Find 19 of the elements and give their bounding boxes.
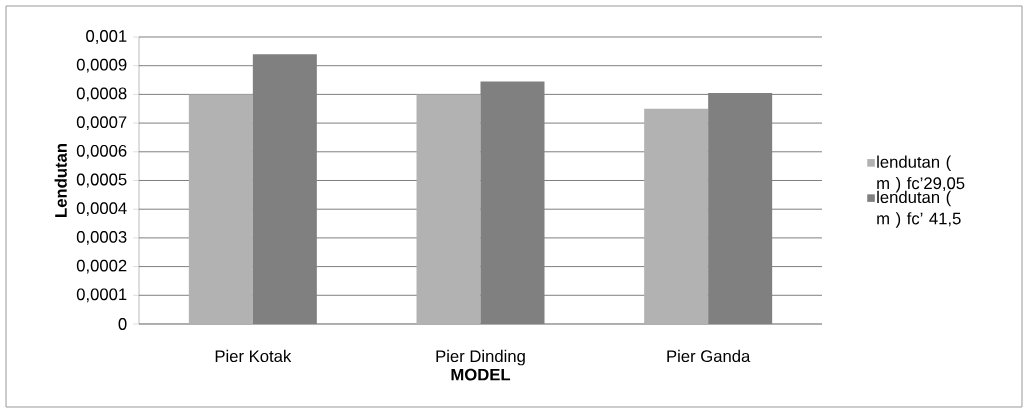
x-tick-label: Pier Dinding <box>436 349 525 366</box>
bar <box>416 94 481 324</box>
y-tick-label: 0,0001 <box>76 288 127 303</box>
x-axis-title: MODEL <box>451 368 511 381</box>
x-tick-label: Pier Ganda <box>667 349 751 363</box>
y-tick-label: 0,0008 <box>76 87 127 102</box>
y-tick-label: 0 <box>118 318 127 330</box>
y-tick-label: 0,0006 <box>76 144 127 159</box>
y-tick-label: 0,0005 <box>76 173 127 188</box>
y-tick-label: 0,0003 <box>76 231 127 245</box>
y-tick-label: 0,0009 <box>76 58 127 73</box>
y-axis-title: Lendutan <box>54 144 67 217</box>
y-tick-label: 0,0002 <box>76 259 127 274</box>
y-tick-label: 0,001 <box>86 30 127 44</box>
y-tick-label: 0,0007 <box>76 116 127 130</box>
bar <box>188 94 253 324</box>
y-tick-label: 0,0004 <box>76 202 127 217</box>
x-tick-label: Pier Kotak <box>215 349 292 363</box>
bar <box>644 108 709 324</box>
